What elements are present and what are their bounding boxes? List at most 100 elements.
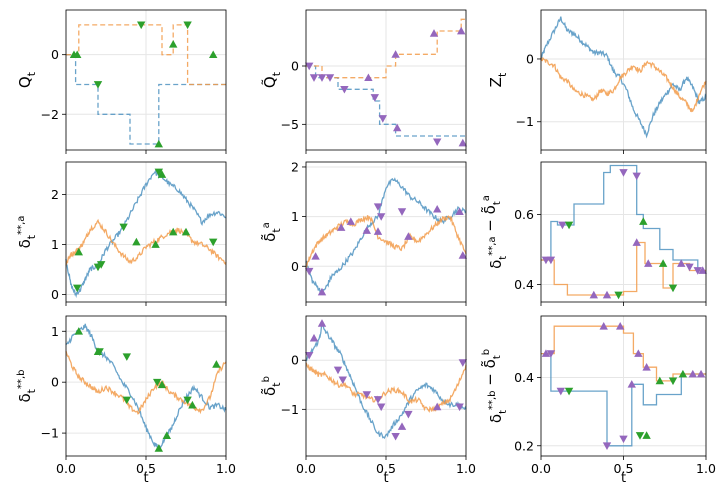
- marker-triangle-down: [317, 74, 327, 82]
- marker-triangle-up: [458, 251, 467, 259]
- marker-triangle-down: [377, 213, 386, 221]
- marker-triangle-up: [317, 287, 327, 296]
- marker-triangle-up: [154, 139, 163, 148]
- marker-triangle-up: [688, 369, 697, 378]
- marker-triangle-down: [564, 387, 574, 396]
- marker-triangle-up: [455, 207, 464, 216]
- marker-triangle-up: [458, 138, 467, 147]
- marker-triangle-up: [209, 50, 218, 59]
- marker-triangle-down: [305, 351, 314, 360]
- marker-triangle-up: [677, 259, 686, 267]
- y-axis-label: δt**,b − δ̃tb: [480, 349, 509, 423]
- marker-triangle-down: [378, 115, 387, 123]
- y-tick-label: 2: [51, 187, 59, 202]
- y-axis-label: δt**,a: [16, 216, 38, 249]
- x-axis-label: t: [143, 471, 148, 484]
- marker-triangle-up: [73, 50, 82, 59]
- series-line-2: [305, 215, 467, 268]
- marker-triangle-up: [162, 431, 171, 439]
- panel-delta_star_a: 0 1 2 δt**,a: [16, 161, 227, 306]
- marker-triangle-up: [639, 217, 648, 225]
- marker-triangle-down: [458, 359, 467, 367]
- marker-triangle-down: [209, 238, 218, 247]
- marker-triangle-up: [157, 170, 167, 178]
- marker-triangle-down: [73, 284, 82, 293]
- marker-triangle-down: [325, 74, 335, 82]
- series-line-2: [66, 24, 226, 86]
- panel-Q: 0 −2 Qt: [16, 9, 227, 154]
- marker-triangle-up: [655, 376, 664, 385]
- y-tick-label: 0: [51, 47, 59, 62]
- marker-triangle-down: [546, 350, 556, 358]
- marker-triangle-down: [183, 396, 192, 405]
- marker-triangle-down: [556, 387, 565, 396]
- panel-delta_tilde_a: 0 1 2 δ̃ta: [260, 159, 467, 306]
- marker-triangle-up: [632, 238, 641, 246]
- y-axis-label: δt**,b: [16, 369, 38, 402]
- marker-triangle-down: [433, 138, 442, 147]
- marker-triangle-down: [119, 223, 128, 232]
- marker-triangle-up: [391, 50, 400, 58]
- y-tick-label: 1: [291, 209, 299, 224]
- marker-triangle-up: [627, 380, 636, 388]
- marker-triangle-down: [137, 21, 146, 30]
- series-line-2: [541, 241, 706, 296]
- marker-triangle-down: [693, 267, 702, 275]
- marker-triangle-down: [97, 261, 106, 269]
- marker-triangle-down: [373, 203, 383, 211]
- marker-triangle-up: [169, 40, 178, 48]
- marker-triangle-up: [309, 333, 319, 342]
- marker-triangle-up: [337, 223, 346, 231]
- marker-triangle-down: [391, 432, 400, 441]
- marker-triangle-up: [599, 322, 608, 330]
- marker-triangle-up: [373, 227, 383, 235]
- series-line-1: [540, 16, 707, 139]
- marker-triangle-down: [370, 94, 379, 102]
- y-tick-label: 0: [51, 375, 59, 390]
- marker-triangle-down: [635, 432, 645, 440]
- series-line-1: [66, 54, 226, 145]
- x-tick-label: 0.0: [296, 461, 316, 476]
- marker-triangle-down: [338, 376, 347, 385]
- x-tick-label: 1.0: [456, 461, 476, 476]
- y-axis-label: δ̃ta: [260, 222, 283, 242]
- marker-triangle-up: [188, 400, 197, 409]
- marker-triangle-down: [619, 435, 628, 444]
- marker-triangle-up: [157, 380, 167, 389]
- marker-triangle-up: [678, 369, 688, 378]
- marker-triangle-up: [698, 266, 707, 274]
- marker-triangle-up: [457, 26, 466, 35]
- y-tick-label: 0: [291, 259, 299, 274]
- marker-triangle-down: [333, 366, 343, 375]
- marker-triangle-down: [154, 168, 163, 177]
- y-tick-label: −5: [281, 117, 299, 132]
- y-axis-label: Q̃t: [260, 71, 283, 88]
- marker-triangle-down: [95, 348, 104, 356]
- marker-triangle-up: [642, 363, 651, 371]
- marker-triangle-up: [169, 227, 178, 236]
- y-tick-label: −1: [41, 426, 59, 441]
- marker-triangle-up: [74, 247, 83, 256]
- marker-triangle-up: [364, 73, 373, 82]
- panel-Z: 0 −1 Zt: [487, 9, 707, 154]
- marker-triangle-down: [619, 169, 628, 177]
- marker-triangle-down: [558, 221, 567, 230]
- marker-triangle-down: [668, 284, 678, 293]
- marker-triangle-up: [132, 237, 141, 246]
- marker-triangle-up: [212, 360, 221, 368]
- y-tick-label: 2: [291, 159, 299, 174]
- marker-triangle-down: [377, 403, 386, 412]
- marker-triangle-down: [602, 442, 612, 450]
- marker-triangle-up: [404, 232, 413, 240]
- marker-triangle-up: [311, 252, 320, 260]
- marker-triangle-up: [362, 226, 371, 234]
- marker-triangle-down: [340, 85, 349, 94]
- panel-delta_tilde_b: −1 0 0.0 0.5 1.0 t δ̃tb: [260, 315, 476, 484]
- marker-triangle-down: [632, 172, 641, 181]
- x-tick-label: 0.5: [376, 461, 396, 476]
- y-axis-label: Qt: [16, 71, 38, 88]
- marker-triangle-up: [429, 29, 439, 37]
- x-tick-label: 1.0: [696, 461, 716, 476]
- marker-triangle-down: [305, 267, 314, 276]
- marker-triangle-down: [305, 62, 314, 71]
